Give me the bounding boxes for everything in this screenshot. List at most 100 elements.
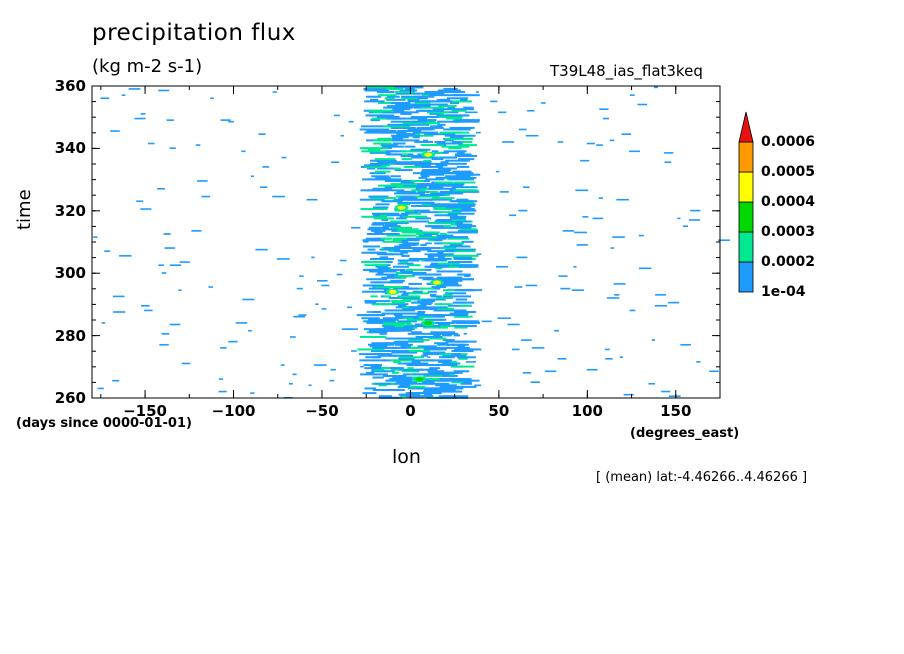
precip-streak [442, 374, 458, 377]
precip-streak [436, 276, 461, 279]
precip-streak [384, 321, 411, 324]
precip-streak [431, 286, 446, 289]
y-ticks [92, 85, 720, 399]
precip-streak [445, 340, 468, 343]
precip-streak [411, 337, 424, 340]
precip-streak [402, 328, 415, 331]
precip-streak [136, 200, 144, 203]
precip-streak [376, 370, 387, 373]
precip-streak [371, 303, 393, 306]
precip-streak [560, 287, 571, 290]
precip-streak [458, 158, 475, 161]
precip-streak [423, 179, 430, 182]
precip-streak [381, 312, 406, 315]
precip-streak [398, 357, 415, 360]
precip-streak [383, 125, 410, 128]
precip-streak [382, 268, 406, 271]
precip-streak [453, 189, 479, 192]
precip-streak [411, 360, 421, 363]
precip-streak [397, 92, 421, 95]
y-tick-label: 280 [54, 326, 86, 345]
precip-streak [423, 233, 439, 235]
precip-streak [449, 217, 466, 220]
precip-streak [460, 382, 473, 385]
precip-streak [166, 119, 174, 121]
precip-streak [407, 367, 414, 370]
precip-streak [437, 379, 457, 382]
precip-streak [364, 131, 390, 134]
precip-streak [435, 309, 452, 312]
precip-streak [383, 346, 407, 349]
precip-streak [651, 339, 655, 341]
precip-streak [437, 192, 464, 195]
precip-streak [668, 301, 680, 304]
precip-streak [439, 233, 447, 235]
precip-streak [381, 389, 405, 391]
precip-streak [445, 137, 455, 140]
precip-streak [288, 382, 293, 385]
precip-streak [433, 239, 443, 242]
precip-streak [369, 270, 395, 273]
precip-streak [462, 119, 471, 122]
precip-streak [430, 295, 442, 298]
precip-streak [374, 231, 383, 234]
precip-streak [604, 348, 610, 351]
precip-streak [101, 322, 106, 324]
precip-streak [452, 120, 480, 123]
precip-streak [397, 343, 413, 346]
precip-streak [619, 356, 623, 359]
precip-streak [369, 98, 379, 101]
precip-streak [664, 152, 674, 154]
precip-streak [424, 265, 445, 268]
precip-streak [392, 142, 406, 145]
precip-streak [463, 333, 467, 335]
precip-streak [431, 133, 456, 136]
precip-streak [682, 225, 688, 227]
precip-streak [655, 294, 666, 296]
precip-streak [446, 117, 463, 120]
precip-streak [429, 367, 440, 370]
run-label: T39L48_ias_flat3keq [550, 62, 703, 80]
precip-streak [381, 276, 394, 279]
precip-streak [438, 116, 463, 118]
precip-streak [653, 86, 658, 89]
precip-streak [430, 257, 452, 260]
precip-streak [463, 106, 474, 109]
precip-streak [415, 187, 442, 190]
precip-streak [421, 165, 432, 168]
precip-streak [397, 262, 414, 265]
precip-streak [401, 370, 418, 373]
precip-streak [452, 325, 477, 328]
precip-streak [394, 245, 412, 248]
precip-streak [621, 133, 632, 135]
precip-streak [364, 100, 385, 103]
precip-streak [391, 229, 400, 232]
precip-streak [507, 317, 511, 320]
precip-streak [393, 360, 401, 363]
precip-streak [455, 298, 468, 301]
precip-streak [397, 130, 411, 133]
precip-streak [459, 155, 474, 157]
precip-streak [220, 347, 227, 349]
precip-streak [459, 228, 478, 231]
precip-streak [448, 295, 472, 298]
precip-streak [457, 273, 471, 276]
precip-streak [418, 368, 438, 371]
precip-streak [422, 131, 438, 134]
precip-streak [397, 229, 421, 232]
x-tick-label: −150 [123, 402, 168, 420]
precip-streak [407, 237, 428, 240]
precip-streak [371, 311, 381, 313]
precip-streak [378, 318, 399, 321]
precip-streak [456, 173, 475, 176]
precip-streak [435, 100, 452, 103]
precip-streak [400, 239, 420, 242]
precip-streak [382, 323, 393, 326]
precip-streak [453, 190, 480, 193]
precip-streak [364, 164, 382, 167]
precip-streak [315, 303, 319, 305]
precip-streak [452, 264, 479, 267]
precip-streak [380, 144, 398, 147]
precip-streak [427, 111, 444, 114]
precip-streak [421, 175, 430, 178]
